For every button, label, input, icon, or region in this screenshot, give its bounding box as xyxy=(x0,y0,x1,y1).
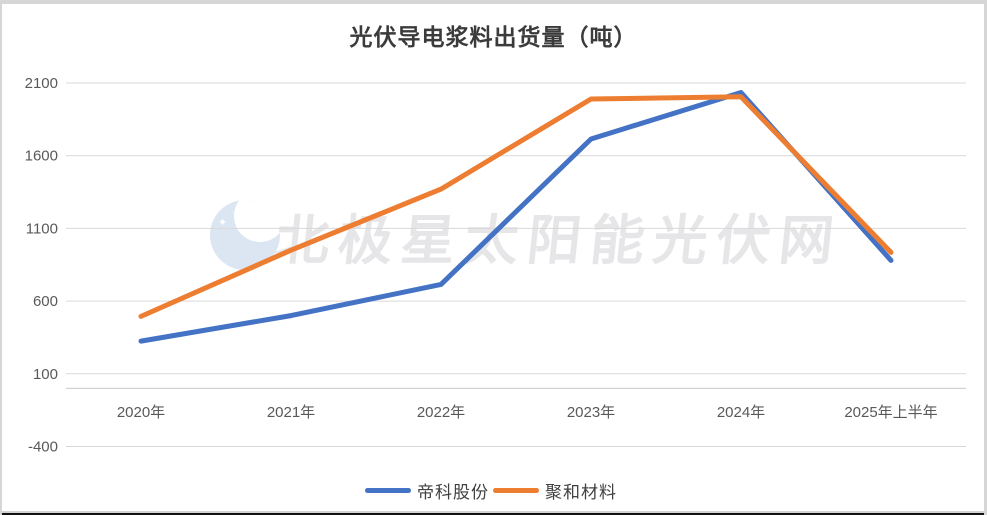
legend-swatch-series-0 xyxy=(365,487,411,493)
star-icon: ✦ xyxy=(218,216,228,229)
series-line-0 xyxy=(138,90,894,344)
y-axis-tick-label: 1100 xyxy=(26,220,58,237)
y-axis-tick-label: 100 xyxy=(33,366,58,383)
x-axis-category-label: 2020年 xyxy=(117,404,165,421)
chart-legend: 帝科股份 聚和材料 xyxy=(2,478,984,502)
x-axis-category-label: 2022年 xyxy=(417,404,465,421)
star-icon: ✦ xyxy=(231,201,248,225)
x-axis-category-label: 2021年 xyxy=(267,404,315,421)
y-axis-tick-label: 1600 xyxy=(25,148,58,165)
screenshot-bottom-border xyxy=(2,511,984,515)
y-axis-tick-label: -400 xyxy=(28,439,58,456)
series-line-1 xyxy=(138,94,894,319)
x-axis-category-label: 2025年上半年 xyxy=(844,404,937,421)
star-icon: ✚ xyxy=(250,222,258,232)
watermark: ✦ ✦ ✚ 北极星太阳能光伏网 xyxy=(2,4,984,515)
legend-label-series-1: 聚和材料 xyxy=(545,482,617,502)
moon-crescent-shape xyxy=(234,200,280,242)
y-axis-tick-label: 600 xyxy=(33,293,58,310)
line-chart-plot: 2100 1600 1100 600 100 -400 2020年 2021年 2022年 202… xyxy=(25,75,966,456)
y-axis-tick-label: 2100 xyxy=(25,75,58,92)
legend-label-series-0: 帝科股份 xyxy=(417,482,489,502)
x-axis-category-label: 2024年 xyxy=(717,404,765,421)
x-axis-category-label: 2023年 xyxy=(567,404,615,421)
legend-swatch-series-1 xyxy=(493,487,539,493)
watermark-moon-stars-icon: ✦ ✦ ✚ xyxy=(210,200,280,270)
chart-title: 光伏导电浆料出货量（吨） xyxy=(349,25,638,50)
